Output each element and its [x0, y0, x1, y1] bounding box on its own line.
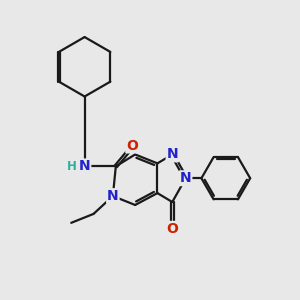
- Text: O: O: [126, 139, 138, 152]
- Text: O: O: [167, 222, 178, 236]
- Text: N: N: [167, 148, 178, 161]
- Text: H: H: [67, 160, 77, 173]
- Text: N: N: [107, 189, 119, 203]
- Text: N: N: [180, 171, 191, 185]
- Text: N: N: [79, 159, 90, 173]
